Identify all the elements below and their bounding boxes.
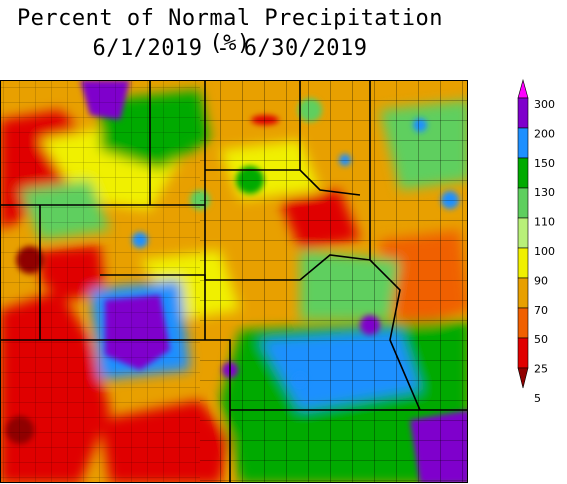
state-boundary-4 bbox=[205, 254, 371, 281]
legend-label: 100 bbox=[534, 245, 555, 258]
legend-label: 300 bbox=[534, 98, 555, 111]
legend-label: 70 bbox=[534, 304, 548, 317]
legend-swatch bbox=[517, 277, 529, 309]
date-range: 6/1/2019 - 6/30/2019 bbox=[92, 36, 368, 61]
legend-label: 200 bbox=[534, 127, 555, 140]
state-boundary-8 bbox=[0, 339, 231, 483]
legend-swatch bbox=[517, 97, 529, 129]
color-legend: 300 200 150 130 110 100 90 70 50 25 5 bbox=[517, 78, 555, 405]
legend-swatch bbox=[517, 187, 529, 219]
legend-arrow-bottom bbox=[517, 367, 529, 389]
precipitation-map bbox=[0, 80, 468, 483]
legend-label: 50 bbox=[534, 333, 548, 346]
legend-swatch bbox=[517, 217, 529, 249]
legend-label: 90 bbox=[534, 274, 548, 287]
legend-label: 5 bbox=[534, 392, 541, 405]
state-boundary-10 bbox=[369, 80, 421, 411]
legend-label: 150 bbox=[534, 157, 555, 170]
legend-swatch bbox=[517, 307, 529, 339]
legend-swatch bbox=[517, 247, 529, 279]
state-boundary-7 bbox=[100, 274, 206, 340]
legend-label: 25 bbox=[534, 363, 548, 376]
county-grid-west bbox=[0, 80, 200, 483]
legend-arrow-top bbox=[517, 78, 529, 99]
legend-swatch bbox=[517, 157, 529, 189]
legend-swatch bbox=[517, 337, 529, 369]
map-title: Percent of Normal Precipitation (%) bbox=[16, 6, 444, 56]
county-grid-east bbox=[200, 80, 468, 483]
state-boundaries bbox=[0, 80, 468, 483]
legend-label: 130 bbox=[534, 186, 555, 199]
legend-swatch bbox=[517, 127, 529, 159]
legend-label: 110 bbox=[534, 216, 555, 229]
state-boundary-3 bbox=[205, 169, 361, 196]
